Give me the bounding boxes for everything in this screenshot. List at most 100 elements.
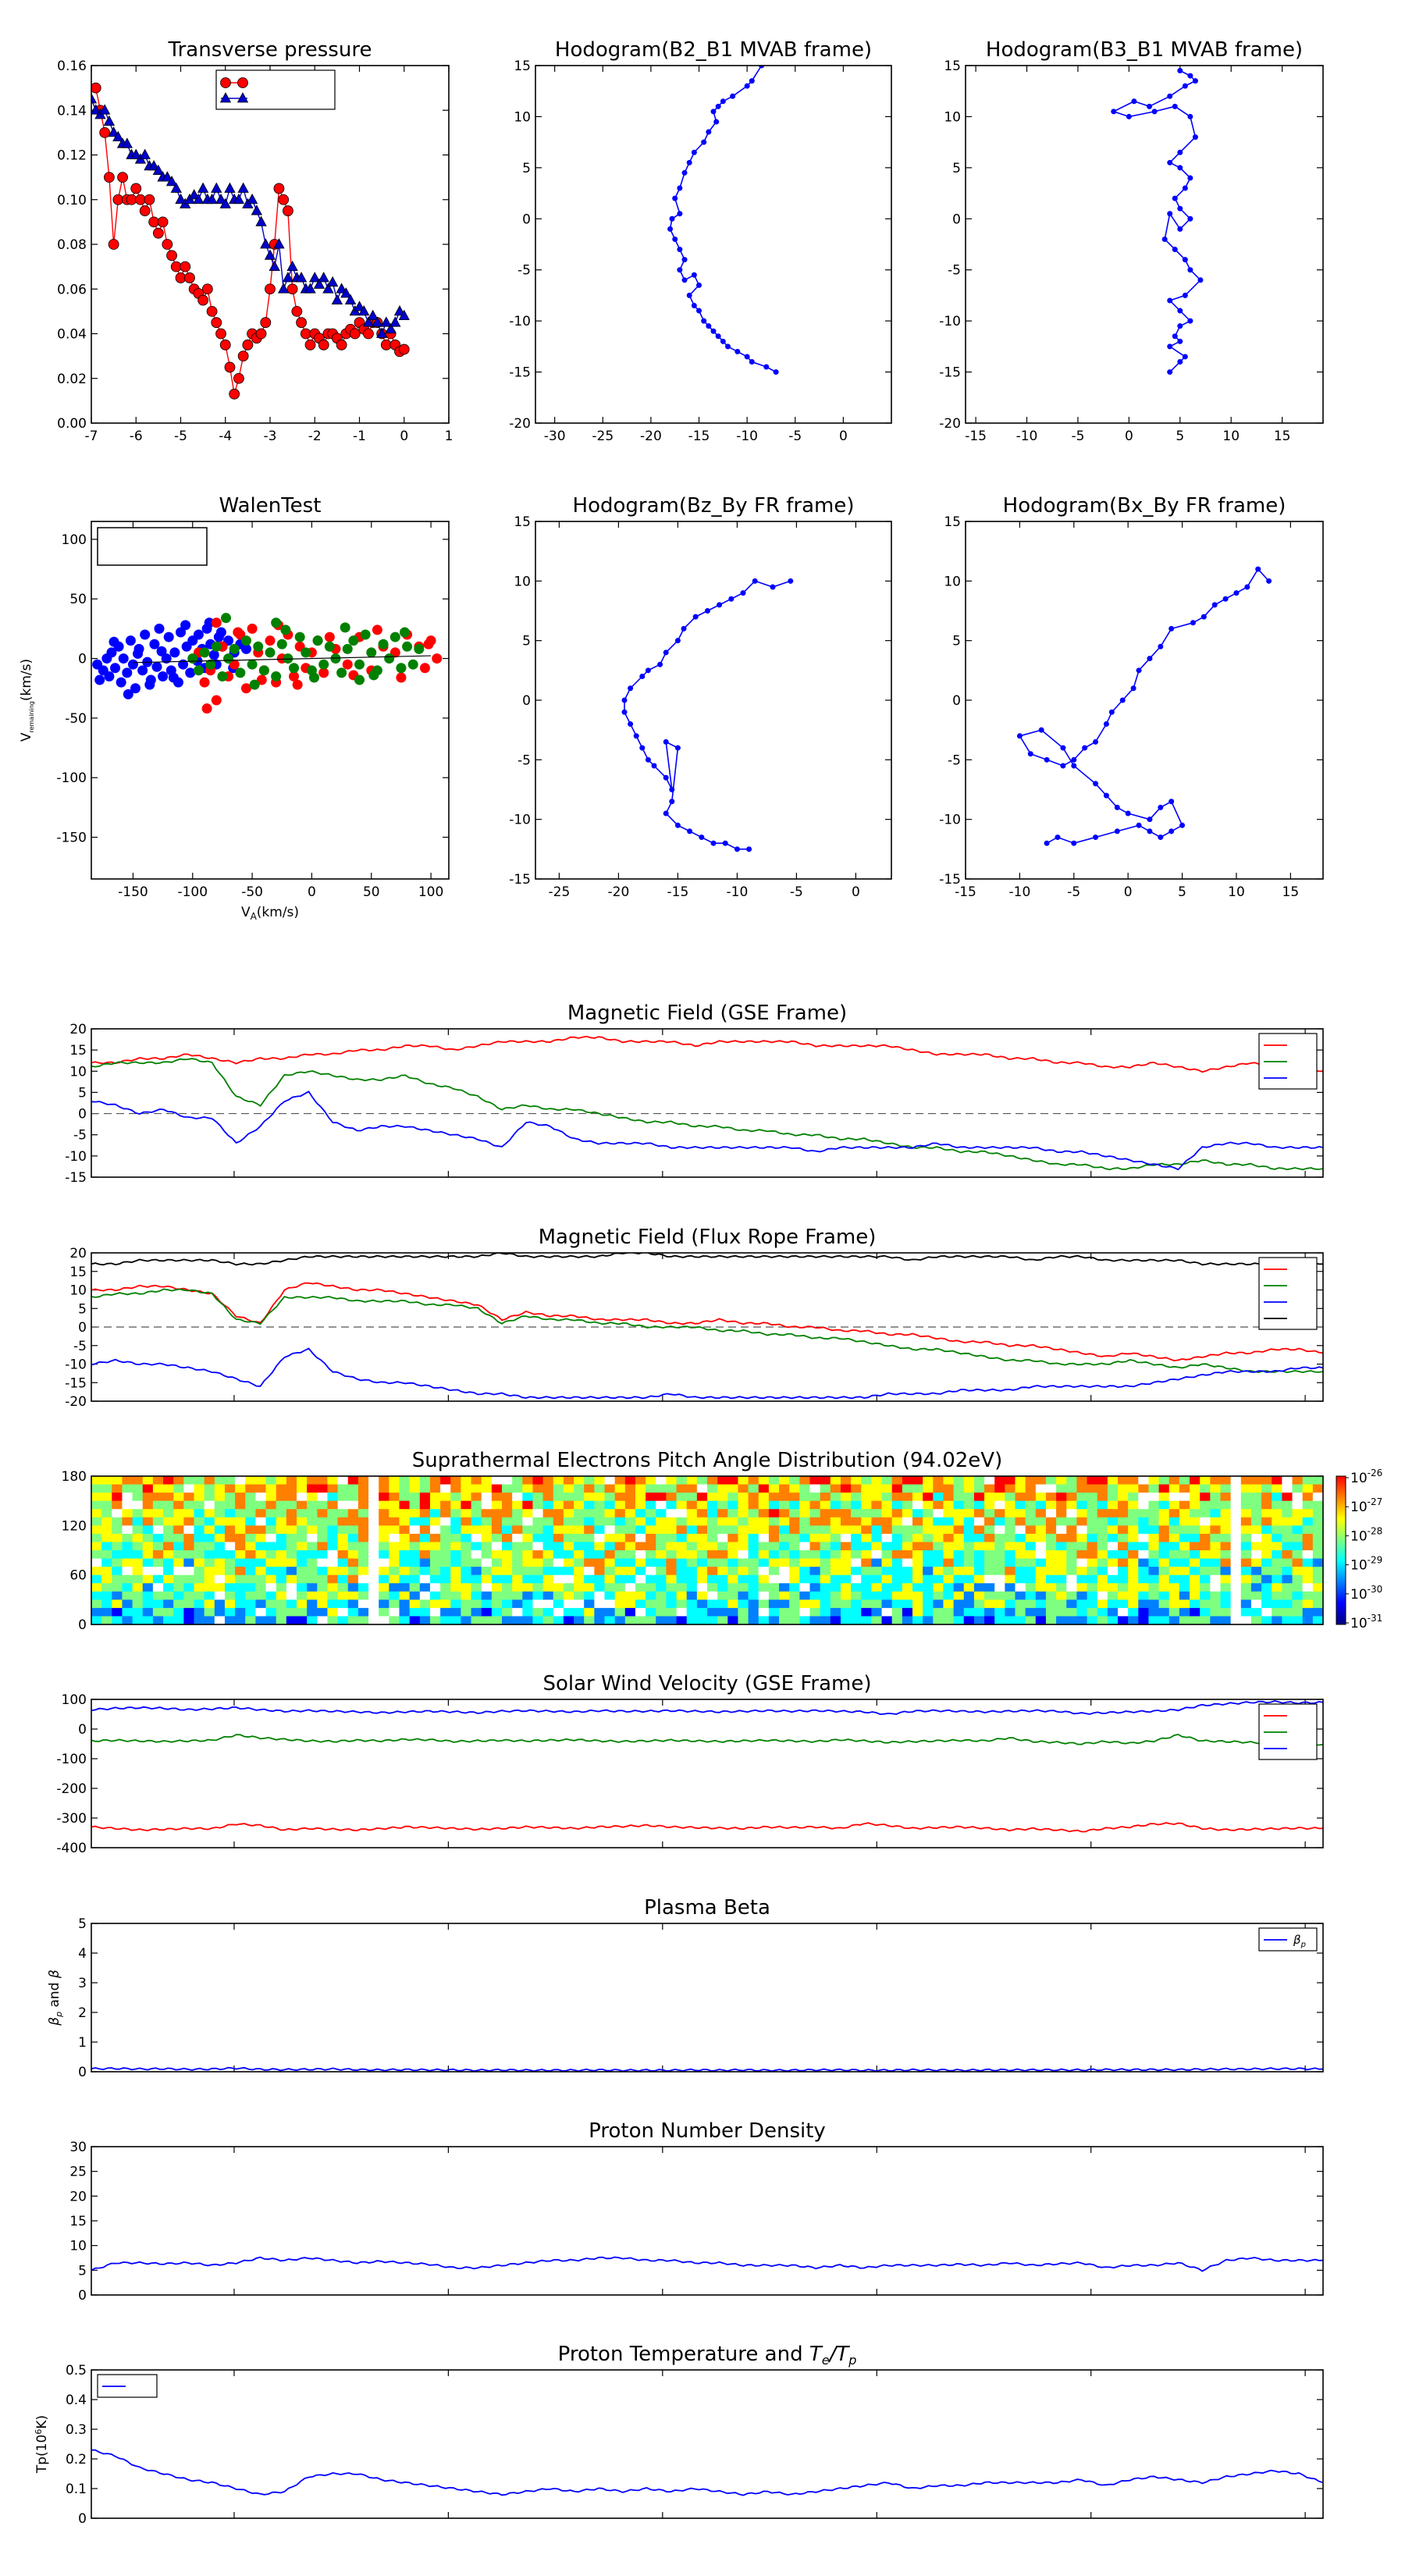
heatmap-cell bbox=[1250, 1500, 1262, 1510]
heatmap-cell bbox=[738, 1500, 749, 1510]
heatmap-cell bbox=[881, 1607, 893, 1617]
data-point bbox=[1177, 358, 1183, 365]
heatmap-cell bbox=[491, 1574, 503, 1584]
heatmap-cell bbox=[1230, 1517, 1242, 1526]
data-point bbox=[788, 578, 794, 584]
heatmap-cell bbox=[347, 1533, 359, 1543]
heatmap-cell bbox=[994, 1493, 1005, 1502]
heatmap-cell bbox=[666, 1558, 678, 1567]
heatmap-cell bbox=[389, 1550, 400, 1560]
heatmap-cell bbox=[1158, 1476, 1170, 1485]
heatmap-cell bbox=[830, 1574, 841, 1584]
heatmap-cell bbox=[758, 1616, 770, 1625]
x-tick-label: 15 bbox=[1274, 429, 1291, 444]
heatmap-cell bbox=[1210, 1500, 1222, 1510]
heatmap-cell bbox=[563, 1509, 574, 1518]
heatmap-cell bbox=[194, 1525, 205, 1535]
heatmap-cell bbox=[122, 1616, 133, 1625]
data-point bbox=[206, 193, 218, 205]
heatmap-cell bbox=[963, 1542, 975, 1551]
heatmap-cell bbox=[307, 1567, 318, 1576]
heatmap-cell bbox=[984, 1542, 995, 1551]
heatmap-cell bbox=[337, 1533, 349, 1543]
heatmap-cell bbox=[255, 1476, 267, 1485]
heatmap-cell bbox=[1066, 1493, 1077, 1502]
heatmap-cell bbox=[286, 1493, 297, 1502]
data-point bbox=[211, 641, 222, 652]
heatmap-cell bbox=[419, 1607, 431, 1617]
heatmap-cell bbox=[173, 1558, 184, 1567]
data-point bbox=[1093, 781, 1099, 787]
heatmap-cell bbox=[471, 1591, 482, 1600]
data-point bbox=[1119, 697, 1126, 703]
heatmap-cell bbox=[871, 1567, 883, 1576]
heatmap-cell bbox=[91, 1476, 102, 1485]
heatmap-cell bbox=[1015, 1500, 1026, 1510]
heatmap-cell bbox=[614, 1509, 626, 1518]
heatmap-cell bbox=[297, 1583, 308, 1592]
heatmap-cell bbox=[491, 1567, 503, 1576]
heatmap-cell bbox=[1261, 1558, 1272, 1567]
heatmap-cell bbox=[1066, 1517, 1077, 1526]
data-point bbox=[663, 774, 669, 781]
heatmap-cell bbox=[307, 1574, 318, 1584]
heatmap-cell bbox=[1282, 1583, 1293, 1592]
heatmap-cell bbox=[1066, 1550, 1077, 1560]
heatmap-cell bbox=[142, 1484, 154, 1493]
heatmap-cell bbox=[707, 1583, 718, 1592]
heatmap-cell bbox=[1025, 1476, 1037, 1485]
heatmap-cell bbox=[676, 1550, 688, 1560]
heatmap-cell bbox=[902, 1583, 913, 1592]
heatmap-cell bbox=[727, 1599, 739, 1609]
heatmap-cell bbox=[830, 1476, 841, 1485]
legend bbox=[1258, 1703, 1318, 1760]
heatmap-cell bbox=[881, 1476, 893, 1485]
heatmap-cell bbox=[666, 1616, 678, 1625]
heatmap-cell bbox=[1272, 1550, 1282, 1560]
data-point bbox=[1266, 578, 1272, 584]
heatmap-cell bbox=[738, 1533, 749, 1543]
heatmap-cell bbox=[1190, 1574, 1200, 1584]
heatmap-cell bbox=[112, 1583, 123, 1592]
heatmap-cell bbox=[491, 1517, 503, 1526]
data-point bbox=[398, 343, 410, 355]
y-tick-label: -300 bbox=[56, 1811, 87, 1827]
data-point bbox=[223, 653, 234, 664]
heatmap-cell bbox=[542, 1616, 554, 1625]
data-point bbox=[165, 176, 178, 187]
heatmap-cell bbox=[1158, 1599, 1170, 1609]
heatmap-cell bbox=[1025, 1493, 1037, 1502]
data-point bbox=[749, 358, 755, 365]
heatmap-cell bbox=[1118, 1591, 1129, 1600]
heatmap-cell bbox=[1292, 1574, 1304, 1584]
y-tick-label: 100 bbox=[62, 532, 87, 548]
heatmap-cell bbox=[1005, 1607, 1016, 1617]
heatmap-cell bbox=[1272, 1542, 1282, 1551]
heatmap-cell bbox=[943, 1493, 955, 1502]
heatmap-cell bbox=[758, 1533, 770, 1543]
heatmap-cell bbox=[635, 1616, 646, 1625]
heatmap-cell bbox=[656, 1517, 667, 1526]
heatmap-cell bbox=[1292, 1517, 1304, 1526]
data-point bbox=[340, 287, 352, 298]
data-point bbox=[318, 667, 329, 678]
heatmap-cell bbox=[1261, 1591, 1272, 1600]
data-point bbox=[651, 763, 657, 769]
heatmap-cell bbox=[142, 1599, 154, 1609]
heatmap-cell bbox=[379, 1517, 389, 1526]
heatmap-cell bbox=[656, 1567, 667, 1576]
data-point bbox=[246, 193, 258, 205]
heatmap-cell bbox=[574, 1509, 585, 1518]
heatmap-cell bbox=[809, 1558, 821, 1567]
heatmap-cell bbox=[163, 1583, 174, 1592]
heatmap-cell bbox=[1035, 1542, 1047, 1551]
heatmap-cell bbox=[1302, 1517, 1314, 1526]
data-point bbox=[137, 665, 148, 676]
heatmap-cell bbox=[512, 1525, 523, 1535]
x-tick-label: 0 bbox=[839, 429, 848, 444]
data-point bbox=[366, 647, 377, 658]
heatmap-cell bbox=[594, 1493, 606, 1502]
heatmap-cell bbox=[1066, 1476, 1077, 1485]
heatmap-cell bbox=[738, 1484, 749, 1493]
heatmap-cell bbox=[656, 1500, 667, 1510]
